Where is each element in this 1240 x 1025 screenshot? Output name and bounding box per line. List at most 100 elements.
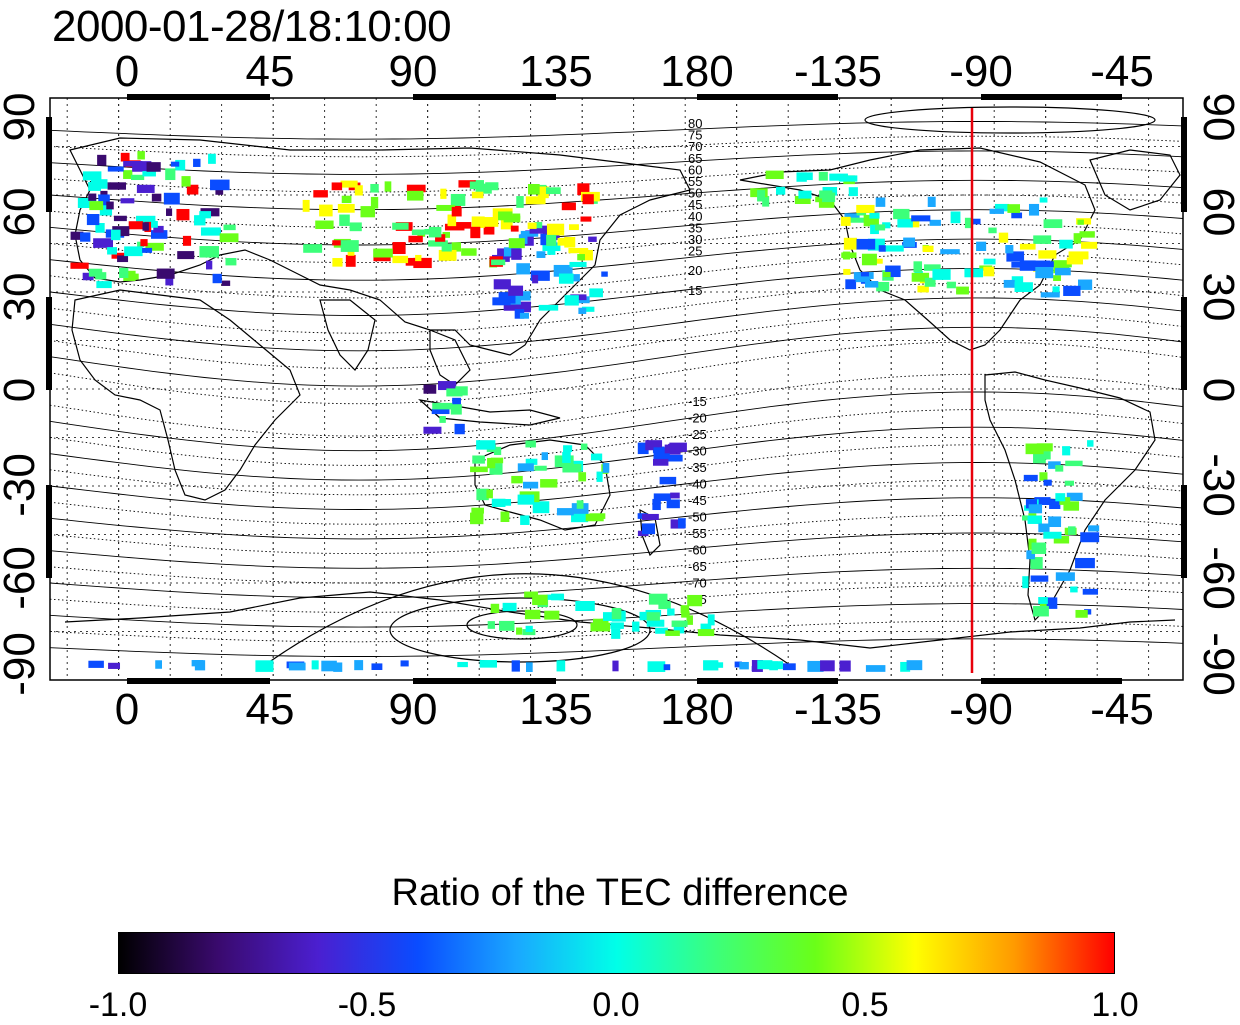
tec-patch bbox=[517, 494, 535, 505]
tec-patch bbox=[611, 628, 621, 639]
tec-patch bbox=[546, 234, 557, 246]
tec-patch bbox=[120, 152, 130, 162]
tec-patch bbox=[590, 622, 611, 632]
tec-patch bbox=[520, 230, 539, 237]
tec-patch bbox=[151, 220, 158, 228]
tec-patch bbox=[964, 217, 972, 229]
contour-label: 30 bbox=[688, 232, 702, 247]
tec-patch bbox=[924, 277, 936, 287]
tec-patch bbox=[97, 154, 107, 166]
tec-patch bbox=[511, 248, 522, 260]
tec-patch bbox=[794, 195, 811, 205]
contour-line bbox=[49, 179, 1184, 211]
tec-patch bbox=[107, 182, 127, 190]
tec-patch bbox=[490, 457, 504, 464]
contour-line bbox=[49, 409, 1184, 466]
tec-patch bbox=[703, 660, 719, 671]
tec-patch bbox=[82, 272, 94, 281]
tec-patch bbox=[88, 660, 104, 668]
tec-patch bbox=[524, 591, 539, 598]
tec-patch bbox=[767, 661, 784, 670]
tec-patch bbox=[447, 214, 457, 227]
coastline-indonesia bbox=[418, 399, 561, 426]
tec-patch bbox=[487, 621, 495, 629]
tec-patch bbox=[82, 171, 102, 181]
tec-patch bbox=[1065, 460, 1083, 467]
tec-patch bbox=[534, 465, 547, 471]
tec-patch bbox=[415, 254, 422, 262]
tec-patch bbox=[452, 397, 461, 407]
contour-line bbox=[49, 165, 1184, 193]
tec-patch bbox=[1053, 535, 1070, 544]
tec-patch bbox=[596, 471, 603, 482]
tec-patch bbox=[166, 208, 173, 216]
tec-patch bbox=[470, 512, 484, 525]
tec-patch bbox=[341, 195, 352, 204]
tec-patch bbox=[924, 264, 941, 271]
tec-patch bbox=[801, 172, 813, 181]
tec-patch bbox=[913, 261, 923, 273]
tec-patch bbox=[1088, 525, 1100, 532]
top-tick: -135 bbox=[793, 47, 883, 96]
tec-patch bbox=[556, 660, 566, 672]
tec-patch bbox=[653, 447, 670, 460]
tec-patch bbox=[95, 272, 107, 280]
tec-patch bbox=[646, 619, 665, 627]
tec-patch bbox=[1033, 235, 1052, 244]
tec-patch bbox=[150, 230, 168, 239]
tec-patch bbox=[175, 159, 186, 171]
tec-patch bbox=[474, 180, 484, 187]
tec-patch bbox=[77, 197, 97, 209]
tec-patch bbox=[131, 273, 139, 280]
contour-line bbox=[49, 462, 1184, 510]
tec-patch bbox=[123, 160, 143, 167]
axis-band bbox=[1181, 117, 1187, 212]
tec-patch bbox=[360, 206, 375, 218]
tec-patch bbox=[288, 662, 306, 671]
tec-patch bbox=[1062, 446, 1071, 456]
tec-patch bbox=[1006, 251, 1025, 262]
tec-patch bbox=[569, 224, 579, 231]
contour-line bbox=[49, 638, 1184, 657]
tec-patch bbox=[405, 257, 416, 266]
tec-patch bbox=[929, 219, 941, 226]
north-pole-oval bbox=[864, 106, 1156, 134]
tec-patch bbox=[540, 479, 558, 488]
tec-patch bbox=[577, 183, 590, 196]
colorbar-tick: -1.0 bbox=[88, 986, 148, 1024]
tec-patch bbox=[976, 241, 987, 252]
tec-patch bbox=[1025, 499, 1037, 509]
tec-patch bbox=[500, 511, 510, 523]
tec-patch bbox=[321, 660, 337, 672]
tec-patch bbox=[186, 184, 199, 195]
tec-patch bbox=[878, 245, 886, 252]
tec-patch bbox=[1038, 523, 1050, 533]
tec-patch bbox=[86, 214, 100, 226]
tec-patch bbox=[541, 452, 548, 461]
tec-patch bbox=[900, 661, 911, 672]
tec-patch bbox=[431, 408, 450, 415]
contour-label: 80 bbox=[688, 116, 702, 131]
tec-patch bbox=[820, 660, 835, 672]
tec-patch bbox=[1038, 597, 1048, 604]
coastline-antarctica bbox=[64, 591, 1176, 649]
tec-patch bbox=[137, 151, 145, 160]
tec-patch bbox=[340, 240, 359, 252]
tec-patch bbox=[843, 237, 857, 250]
tec-patch bbox=[119, 267, 129, 279]
tec-patch bbox=[493, 446, 502, 456]
tec-patch bbox=[454, 423, 465, 435]
bottom-tick: -135 bbox=[793, 685, 883, 734]
tec-patch bbox=[1007, 204, 1021, 213]
coastline-australia bbox=[474, 439, 611, 531]
tec-patch bbox=[994, 203, 1010, 212]
tec-patch bbox=[120, 198, 135, 204]
tec-patch bbox=[542, 242, 561, 252]
tec-patch bbox=[580, 216, 592, 222]
tec-patch bbox=[155, 660, 163, 669]
tec-patch bbox=[511, 660, 520, 672]
tec-patch bbox=[332, 240, 348, 246]
tec-patch bbox=[221, 280, 231, 286]
tec-patch bbox=[590, 453, 603, 461]
